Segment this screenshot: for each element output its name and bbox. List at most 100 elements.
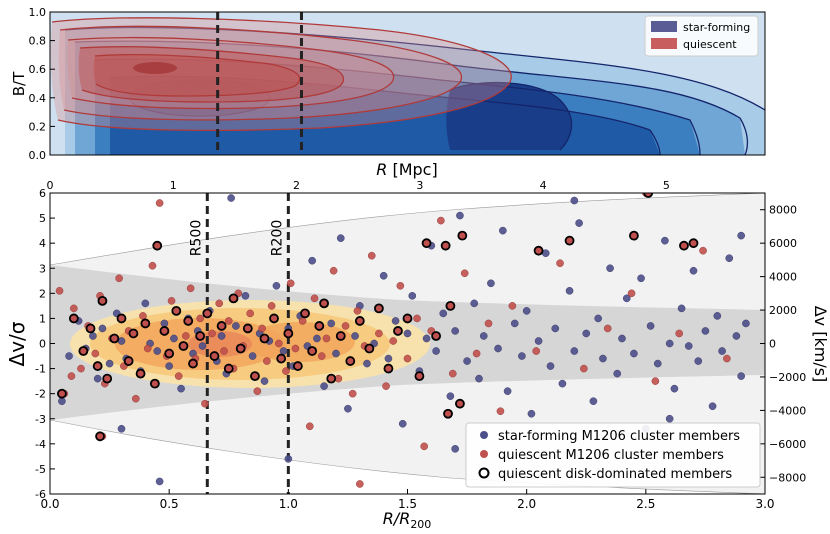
starforming-point bbox=[589, 397, 598, 405]
starforming-point bbox=[684, 342, 693, 350]
quiescent-point bbox=[675, 329, 684, 338]
y2tick-label: 8000 bbox=[769, 204, 797, 217]
starforming-point bbox=[327, 319, 336, 328]
disk-dominated-point bbox=[283, 328, 294, 339]
y2tick-label: 6000 bbox=[769, 237, 797, 250]
quiescent-point bbox=[291, 344, 300, 353]
starforming-point bbox=[565, 287, 574, 295]
quiescent-point bbox=[305, 422, 314, 431]
quiescent-point bbox=[322, 334, 331, 343]
quiescent-point bbox=[651, 377, 660, 385]
q-contour-line-0 bbox=[51, 17, 512, 132]
disk-dominated-point bbox=[314, 321, 325, 331]
disk-dominated-point bbox=[533, 245, 544, 256]
starforming-point bbox=[89, 332, 97, 340]
disk-dominated-point bbox=[354, 316, 365, 326]
legend-marker-quiescent bbox=[480, 450, 488, 458]
disk-dominated-point bbox=[269, 313, 279, 324]
vline-label-r200: R200 bbox=[269, 220, 285, 256]
bottom-legend: star-forming M1206 cluster members quies… bbox=[465, 422, 761, 488]
starforming-point bbox=[637, 274, 645, 283]
quiescent-point bbox=[91, 349, 100, 358]
disk-dominated-point bbox=[164, 348, 175, 359]
y2tick-label: 0 bbox=[769, 338, 776, 351]
quiescent-point bbox=[67, 372, 76, 380]
quiescent-point bbox=[196, 314, 204, 323]
quiescent-point bbox=[143, 344, 152, 353]
legend-label-q-members: quiescent M1206 cluster members bbox=[498, 448, 724, 463]
starforming-point bbox=[160, 319, 169, 328]
starforming-point bbox=[665, 339, 674, 348]
disk-dominated-point bbox=[78, 346, 89, 356]
quiescent-point bbox=[396, 282, 405, 290]
starforming-point bbox=[403, 329, 412, 338]
mpc-tick-label: 2 bbox=[293, 179, 300, 192]
legend-label-disk-members: quiescent disk-dominated members bbox=[498, 467, 732, 482]
disk-dominated-point bbox=[159, 326, 170, 336]
top-ytick-label: 0.4 bbox=[29, 92, 47, 105]
quiescent-point bbox=[155, 199, 164, 207]
disk-dominated-point bbox=[140, 318, 151, 329]
starforming-point bbox=[308, 256, 316, 265]
starforming-point bbox=[527, 409, 536, 418]
quiescent-point bbox=[603, 324, 612, 333]
starforming-point bbox=[479, 332, 488, 340]
disk-dominated-point bbox=[455, 398, 465, 409]
quiescent-point bbox=[532, 347, 541, 355]
starforming-point bbox=[198, 342, 207, 350]
quiescent-point bbox=[70, 304, 78, 313]
starforming-point bbox=[575, 219, 583, 227]
legend-label-quiescent: quiescent bbox=[683, 38, 737, 51]
starforming-point bbox=[260, 377, 269, 385]
top-ytick-label: 0.2 bbox=[29, 120, 47, 133]
starforming-point bbox=[217, 332, 226, 340]
starforming-point bbox=[141, 299, 150, 308]
starforming-point bbox=[599, 354, 607, 363]
disk-dominated-point bbox=[68, 313, 79, 324]
quiescent-point bbox=[356, 480, 364, 488]
xtick-label: 1.5 bbox=[398, 497, 417, 511]
starforming-point bbox=[379, 271, 388, 280]
y2tick-label: 4000 bbox=[769, 271, 797, 284]
ytick-label: 2 bbox=[39, 287, 46, 300]
quiescent-point bbox=[77, 364, 85, 373]
disk-dominated-point bbox=[223, 363, 234, 374]
quiescent-point bbox=[367, 251, 376, 260]
starforming-point bbox=[248, 352, 257, 360]
starforming-point bbox=[510, 319, 519, 328]
quiescent-point bbox=[353, 307, 362, 315]
quiescent-point bbox=[224, 317, 233, 325]
starforming-point bbox=[456, 211, 464, 220]
quiescent-point bbox=[699, 246, 707, 255]
starforming-point bbox=[534, 337, 543, 345]
xtick-label: 2.5 bbox=[636, 497, 655, 511]
disk-dominated-point bbox=[250, 371, 260, 382]
disk-dominated-point bbox=[57, 388, 67, 399]
ytick-label: 3 bbox=[39, 262, 46, 275]
disk-dominated-point bbox=[178, 341, 189, 351]
y2tick-label: −4000 bbox=[769, 404, 806, 417]
starforming-point bbox=[279, 347, 288, 355]
starforming-point bbox=[582, 329, 591, 338]
xtick-label: 0.0 bbox=[40, 497, 59, 511]
starforming-point bbox=[93, 374, 102, 383]
disk-dominated-point bbox=[183, 316, 194, 326]
starforming-point bbox=[422, 334, 431, 343]
starforming-point bbox=[451, 327, 459, 335]
ytick-label: -4 bbox=[35, 438, 46, 451]
starforming-point bbox=[408, 292, 417, 300]
starforming-point bbox=[622, 294, 631, 303]
top-axes-frame bbox=[49, 11, 766, 156]
disk-dominated-point bbox=[292, 361, 303, 371]
q-contour-line-3 bbox=[79, 46, 345, 103]
quiescent-point bbox=[329, 266, 338, 275]
legend-marker-starforming bbox=[480, 431, 488, 439]
quiescent-point bbox=[274, 339, 283, 348]
starforming-point bbox=[558, 379, 567, 388]
disk-dominated-point bbox=[364, 343, 375, 354]
starforming-point bbox=[153, 347, 162, 355]
disk-dominated-point bbox=[443, 408, 453, 419]
ytick-label: -3 bbox=[35, 413, 46, 426]
legend-label-starforming: star-forming bbox=[683, 21, 750, 34]
